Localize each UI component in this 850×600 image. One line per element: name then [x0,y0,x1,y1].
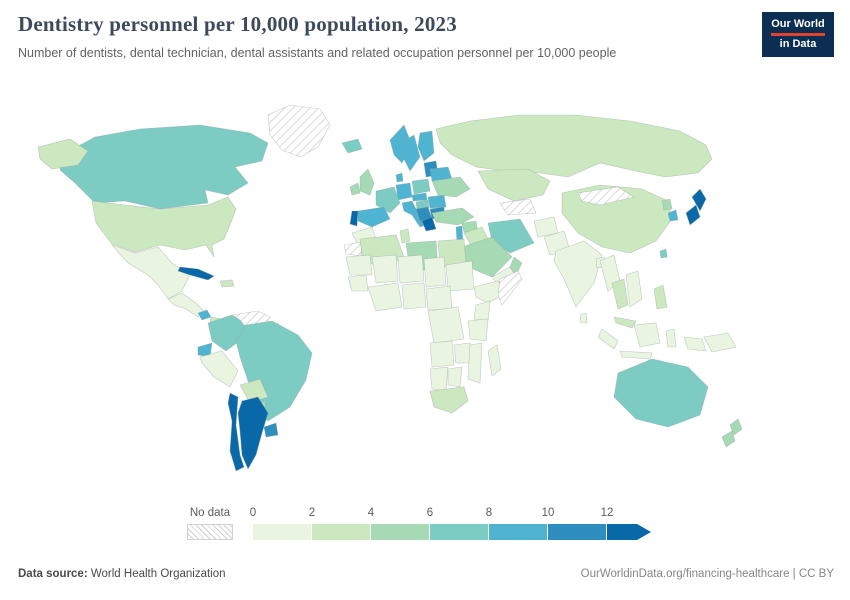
chart-subtitle: Number of dentists, dental technician, d… [18,46,617,60]
country-new-zealand-south[interactable] [721,430,736,448]
country-western-sahara[interactable] [343,241,363,257]
country-thailand[interactable] [611,278,629,310]
country-madagascar[interactable] [487,344,502,377]
country-australia[interactable] [613,358,709,428]
owid-logo-line1: Our World [771,18,825,30]
chart-footer: Data source: World Health Organization O… [18,568,834,580]
data-source-label: Data source: [18,568,88,580]
country-argentina[interactable] [237,396,269,470]
country-tanzania[interactable] [467,318,489,342]
country-senegal[interactable] [347,274,369,292]
data-source-value: World Health Organization [87,568,226,580]
country-romania[interactable] [427,194,447,209]
country-india[interactable] [553,240,603,308]
country-taiwan[interactable] [659,248,668,259]
country-botswana[interactable] [447,366,463,388]
country-mexico[interactable] [111,244,191,300]
country-cuba[interactable] [177,266,215,281]
country-indonesia-borneo[interactable] [633,322,661,348]
country-germany[interactable] [395,182,413,201]
country-sweden[interactable] [403,134,421,172]
country-uruguay[interactable] [263,422,279,438]
country-mongolia[interactable] [577,186,635,206]
country-russia[interactable] [435,114,713,178]
country-namibia[interactable] [429,366,449,392]
country-north-korea[interactable] [661,198,673,211]
chart-title: Dentistry personnel per 10,000 populatio… [18,12,457,36]
country-south-korea[interactable] [667,209,679,222]
map-legend: No data 0 2 4 6 8 10 12 [187,507,673,540]
country-ethiopia[interactable] [473,280,507,304]
world-map-container [0,95,850,500]
legend-no-data-swatch [187,524,233,540]
owid-logo-redline [771,33,825,37]
country-sudan[interactable] [445,260,475,292]
country-turkmenistan[interactable] [499,198,537,216]
country-dominican-republic[interactable] [219,279,235,288]
country-greece[interactable] [421,216,437,232]
country-turkey[interactable] [431,207,475,226]
legend-no-data-label: No data [189,507,231,519]
country-mozambique[interactable] [467,342,483,384]
world-map[interactable] [0,95,850,500]
legend-bar [253,524,673,540]
country-canada[interactable] [59,124,269,210]
data-source-text: Data source: World Health Organization [18,568,226,580]
country-vietnam[interactable] [625,270,643,308]
country-dr-congo[interactable] [427,306,465,344]
country-cameroon[interactable] [425,285,453,311]
country-chad[interactable] [423,256,447,288]
country-kazakhstan[interactable] [477,168,551,202]
country-malaysia[interactable] [613,316,637,329]
owid-logo[interactable]: Our World in Data [762,12,834,58]
country-philippines[interactable] [653,284,668,310]
country-alaska[interactable] [37,138,89,170]
country-niger[interactable] [397,254,425,284]
country-hungary[interactable] [415,199,430,210]
country-greenland[interactable] [267,104,331,158]
country-nigeria[interactable] [401,282,427,310]
country-indonesia-sulawesi[interactable] [665,328,677,348]
country-papua-new-guinea[interactable] [703,332,737,353]
country-somalia[interactable] [497,270,523,306]
country-japan-north[interactable] [691,188,707,212]
country-japan-south[interactable] [685,204,701,226]
owid-logo-line2: in Data [779,38,817,51]
legend-scale[interactable]: 0 2 4 6 8 10 12 [249,507,673,540]
country-south-africa[interactable] [429,386,469,414]
country-angola[interactable] [429,340,455,368]
country-chile[interactable] [227,392,245,472]
country-finland[interactable] [417,130,435,162]
country-tunisia[interactable] [399,228,411,244]
country-indonesia-sumatra[interactable] [597,328,619,350]
legend-no-data[interactable]: No data [187,507,233,540]
country-united-kingdom[interactable] [359,168,375,196]
country-ghana[interactable] [367,282,403,312]
country-portugal[interactable] [349,210,359,227]
country-ireland[interactable] [349,182,361,196]
country-denmark[interactable] [395,172,404,183]
country-peru[interactable] [199,350,239,388]
legend-ticks: 0 2 4 6 8 10 12 [249,507,614,519]
country-sri-lanka[interactable] [579,312,588,324]
country-mali[interactable] [371,254,399,284]
country-iceland[interactable] [341,138,363,154]
country-poland[interactable] [411,178,431,195]
country-ukraine[interactable] [431,176,471,198]
country-kenya[interactable] [473,300,491,322]
country-indonesia-java[interactable] [619,350,653,360]
country-mauritania[interactable] [345,254,373,276]
country-indonesia-papua[interactable] [683,336,707,352]
chart-header: Dentistry personnel per 10,000 populatio… [18,12,750,60]
country-france[interactable] [375,186,401,214]
country-new-zealand-north[interactable] [729,418,743,436]
country-bolivia[interactable] [239,378,269,404]
country-united-states[interactable] [91,196,237,258]
country-spain[interactable] [357,206,391,228]
attribution-text[interactable]: OurWorldinData.org/financing-healthcare … [580,568,834,580]
